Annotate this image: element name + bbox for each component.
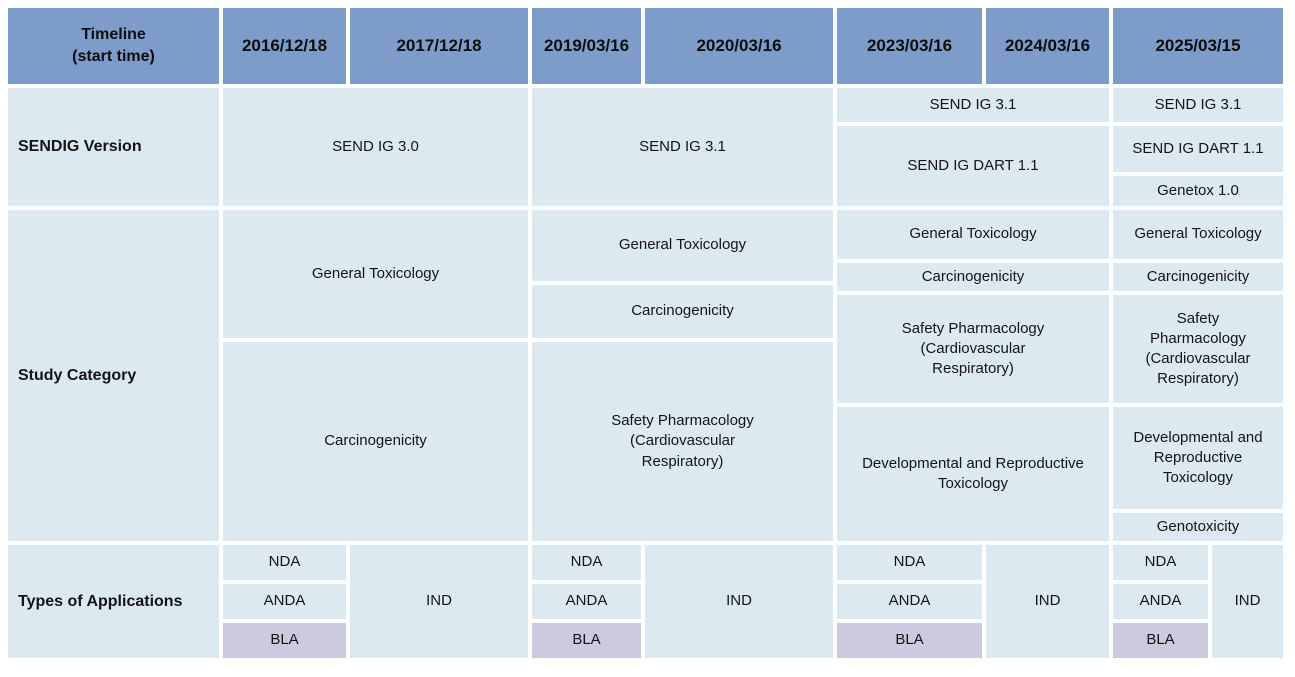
apps-cell-2023-anda: ANDA bbox=[835, 582, 984, 621]
apps-cell-2023-bla: BLA bbox=[835, 621, 984, 660]
study-cell-2019-20-safety-pharmacology: Safety Pharmacology (Cardiovascular Resp… bbox=[530, 340, 835, 543]
header-date-2019-03-16: 2019/03/16 bbox=[530, 6, 643, 86]
study-cell-2023-24-dart: Developmental and Reproductive Toxicolog… bbox=[835, 405, 1111, 543]
study-cell-2019-20-carcinogenicity: Carcinogenicity bbox=[530, 283, 835, 340]
header-date-2020-03-16: 2020/03/16 bbox=[643, 6, 835, 86]
study-cell-2025-genotoxicity: Genotoxicity bbox=[1111, 511, 1285, 543]
apps-cell-2023-nda: NDA bbox=[835, 543, 984, 582]
study-cell-2025-general-toxicology: General Toxicology bbox=[1111, 208, 1285, 261]
sendig-cell-2025-top: SEND IG 3.1 bbox=[1111, 86, 1285, 124]
apps-cell-2025-nda: NDA bbox=[1111, 543, 1210, 582]
sendig-cell-2025-bottom: Genetox 1.0 bbox=[1111, 174, 1285, 208]
header-date-2024-03-16: 2024/03/16 bbox=[984, 6, 1111, 86]
header-date-2017-12-18: 2017/12/18 bbox=[348, 6, 530, 86]
header-timeline-label: Timeline (start time) bbox=[6, 6, 221, 86]
study-cell-2016-17-carcinogenicity: Carcinogenicity bbox=[221, 340, 530, 543]
apps-cell-2017-ind: IND bbox=[348, 543, 530, 660]
study-cell-2025-carcinogenicity: Carcinogenicity bbox=[1111, 261, 1285, 293]
row-label-study-category: Study Category bbox=[6, 208, 221, 543]
sendig-cell-2023-24-bottom: SEND IG DART 1.1 bbox=[835, 124, 1111, 208]
header-date-2023-03-16: 2023/03/16 bbox=[835, 6, 984, 86]
row-label-sendig-version: SENDIG Version bbox=[6, 86, 221, 208]
study-cell-2025-dart: Developmental and Reproductive Toxicolog… bbox=[1111, 405, 1285, 511]
apps-cell-2016-anda: ANDA bbox=[221, 582, 348, 621]
apps-cell-2019-anda: ANDA bbox=[530, 582, 643, 621]
study-cell-2023-24-general-toxicology: General Toxicology bbox=[835, 208, 1111, 261]
apps-cell-2020-ind: IND bbox=[643, 543, 835, 660]
study-cell-2025-safety-pharmacology: Safety Pharmacology (Cardiovascular Resp… bbox=[1111, 293, 1285, 405]
row-label-types-of-applications: Types of Applications bbox=[6, 543, 221, 660]
apps-cell-2019-nda: NDA bbox=[530, 543, 643, 582]
sendig-cell-2019-20: SEND IG 3.1 bbox=[530, 86, 835, 208]
sendig-cell-2023-24-top: SEND IG 3.1 bbox=[835, 86, 1111, 124]
apps-cell-2025-ind: IND bbox=[1210, 543, 1285, 660]
sendig-cell-2025-mid: SEND IG DART 1.1 bbox=[1111, 124, 1285, 174]
study-cell-2023-24-safety-pharmacology: Safety Pharmacology (Cardiovascular Resp… bbox=[835, 293, 1111, 405]
study-cell-2023-24-carcinogenicity: Carcinogenicity bbox=[835, 261, 1111, 293]
apps-cell-2024-ind: IND bbox=[984, 543, 1111, 660]
timeline-table: Timeline (start time) 2016/12/18 2017/12… bbox=[6, 6, 1285, 660]
apps-cell-2016-bla: BLA bbox=[221, 621, 348, 660]
study-cell-2019-20-general-toxicology: General Toxicology bbox=[530, 208, 835, 283]
apps-cell-2025-anda: ANDA bbox=[1111, 582, 1210, 621]
header-date-2025-03-15: 2025/03/15 bbox=[1111, 6, 1285, 86]
apps-cell-2019-bla: BLA bbox=[530, 621, 643, 660]
apps-cell-2016-nda: NDA bbox=[221, 543, 348, 582]
study-cell-2016-17-general-toxicology: General Toxicology bbox=[221, 208, 530, 340]
apps-cell-2025-bla: BLA bbox=[1111, 621, 1210, 660]
sendig-cell-2016-17: SEND IG 3.0 bbox=[221, 86, 530, 208]
header-date-2016-12-18: 2016/12/18 bbox=[221, 6, 348, 86]
